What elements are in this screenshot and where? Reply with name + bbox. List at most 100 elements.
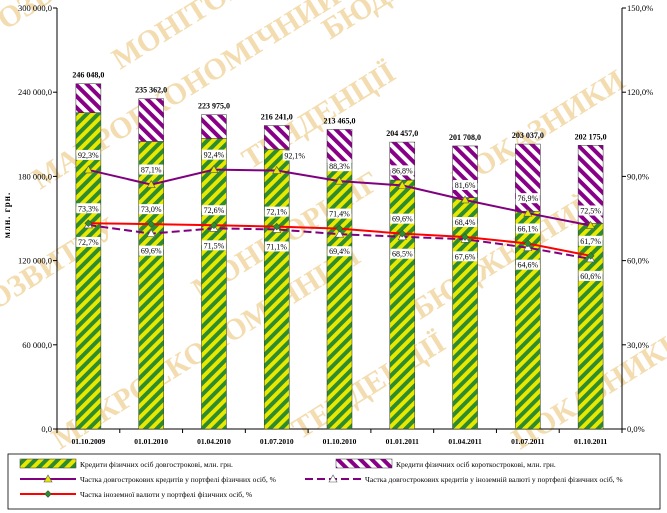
label-share-long-term-fx-box xyxy=(515,259,540,270)
bar-short-term xyxy=(326,129,353,164)
y-tick-label: 240 000,0 xyxy=(18,87,52,97)
marker-share-long-term xyxy=(83,165,93,174)
marker-share-long-term xyxy=(209,165,219,173)
label-share-long-term: 72,5% xyxy=(580,207,601,216)
legend-marker-share-long-term-fx xyxy=(328,474,338,483)
y2-tick-label: 90,0% xyxy=(627,171,649,181)
watermark-text: БЮДЖЕТНИЙ xyxy=(316,0,513,46)
label-share-long-term-box xyxy=(578,205,603,216)
label-share-fx-box xyxy=(578,235,603,246)
total-label: 204 457,0 xyxy=(386,129,418,138)
y2-tick-label: 60,0% xyxy=(627,256,649,266)
label-share-long-term-fx-box xyxy=(327,246,352,257)
bar-short-term xyxy=(75,83,102,113)
marker-share-long-term xyxy=(334,176,345,185)
label-share-fx: 68,4% xyxy=(455,218,476,227)
label-share-long-term: 87,1% xyxy=(141,166,162,175)
legend-label-share-long-term-fx: Частка довгострокових кредитів у іноземн… xyxy=(365,475,623,484)
label-share-fx: 73,0% xyxy=(141,205,162,214)
legend-label-short-term: Кредити фізичних осіб короткострокові, м… xyxy=(396,460,556,469)
label-share-fx-box xyxy=(453,217,478,228)
label-share-long-term-fx-box xyxy=(453,251,478,262)
label-share-fx: 73,3% xyxy=(78,204,99,213)
label-share-long-term-fx: 72,7% xyxy=(78,238,99,247)
y2-tick-label: 0,0% xyxy=(627,424,645,434)
marker-share-fx xyxy=(272,222,281,231)
label-share-long-term-fx-box xyxy=(578,270,603,281)
marker-share-long-term xyxy=(272,165,282,174)
label-share-fx-box xyxy=(139,204,164,215)
label-share-fx: 66,1% xyxy=(517,224,538,233)
x-tick-label: 01.10.2009 xyxy=(72,437,106,446)
label-share-long-term-fx-box xyxy=(390,248,415,259)
label-share-fx: 69,6% xyxy=(392,215,413,224)
total-label: 202 175,0 xyxy=(575,132,607,141)
total-label: 223 975,0 xyxy=(198,102,230,111)
label-share-long-term-fx: 68,5% xyxy=(392,250,413,259)
watermark-text: ТЕНДЕНЦІЇ xyxy=(286,326,451,446)
marker-share-fx xyxy=(84,219,93,228)
legend-swatch-long-term xyxy=(19,458,77,469)
x-tick-label: 01.01.2010 xyxy=(134,437,168,446)
label-share-long-term-box xyxy=(453,179,478,190)
y-tick-label: 120 000,0 xyxy=(18,256,52,266)
label-share-long-term-box xyxy=(76,149,101,160)
watermark-text: РОЗВИТКУ xyxy=(0,211,123,326)
label-share-fx-box xyxy=(327,208,352,219)
bar-long-term xyxy=(263,148,290,430)
label-share-long-term-fx: 71,1% xyxy=(266,242,287,251)
y-tick-label: 0,0 xyxy=(41,424,52,434)
y-tick-label: 60 000,0 xyxy=(22,340,52,350)
label-share-long-term-fx-box xyxy=(264,241,289,252)
marker-share-long-term xyxy=(460,195,470,204)
x-tick-label: 01.07.2011 xyxy=(511,437,545,446)
marker-share-fx xyxy=(461,233,469,241)
y2-tick-label: 120,0% xyxy=(627,87,653,97)
x-tick-label: 01.04.2010 xyxy=(197,437,231,446)
marker-share-long-term xyxy=(397,180,407,189)
marker-share-fx xyxy=(586,251,595,260)
marker-share-long-term-fx xyxy=(146,229,156,237)
label-share-fx: 72,6% xyxy=(204,206,225,215)
label-share-fx-box xyxy=(515,223,540,234)
legend-label-share-long-term: Частка довгострокових кредитів у портфел… xyxy=(80,475,276,484)
label-share-fx-box xyxy=(201,205,226,216)
label-share-long-term-fx: 64,6% xyxy=(517,261,538,270)
legend-label-long-term: Кредити фізичних осіб довгострокові, млн… xyxy=(80,460,233,469)
total-label: 216 241,0 xyxy=(261,113,293,122)
label-share-long-term-box xyxy=(390,165,415,176)
y-axis-label: млн. грн. xyxy=(2,192,12,238)
x-tick-label: 01.04.2011 xyxy=(448,437,482,446)
label-share-long-term: 92,3% xyxy=(78,151,99,160)
y-tick-label: 180 000,0 xyxy=(18,171,52,181)
total-label: 201 708,0 xyxy=(449,133,481,142)
total-label: 203 037,0 xyxy=(512,131,544,140)
marker-share-long-term-fx xyxy=(334,229,345,238)
label-share-long-term: 88,3% xyxy=(329,162,350,171)
marker-share-fx xyxy=(147,220,156,228)
label-share-long-term-fx-box xyxy=(201,240,226,251)
label-share-fx-box xyxy=(264,206,289,217)
y-tick-label: 300 000,0 xyxy=(18,3,52,13)
label-share-long-term-fx: 69,6% xyxy=(141,247,162,256)
marker-share-long-term xyxy=(523,208,533,217)
label-share-fx: 71,4% xyxy=(329,210,350,219)
y2-tick-label: 30,0% xyxy=(627,340,649,350)
total-label: 246 048,0 xyxy=(72,71,104,80)
series-lines xyxy=(83,165,596,263)
label-share-long-term-box xyxy=(139,164,164,175)
bar-short-term xyxy=(263,125,290,150)
marker-share-long-term xyxy=(586,220,596,229)
bar-long-term xyxy=(452,197,478,430)
label-share-long-term-fx: 71,5% xyxy=(204,241,225,250)
label-share-long-term: 86,8% xyxy=(392,166,413,175)
bar-long-term xyxy=(138,141,164,430)
label-share-fx-box xyxy=(390,213,415,224)
legend: Кредити фізичних осіб довгострокові, млн… xyxy=(7,453,661,510)
bars xyxy=(75,83,604,430)
total-label: 213 465,0 xyxy=(324,116,356,125)
bar-long-term xyxy=(326,162,353,430)
x-tick-label: 01.07.2010 xyxy=(260,437,294,446)
label-share-long-term-fx-box xyxy=(139,245,164,256)
label-share-long-term-fx-box xyxy=(76,236,101,247)
